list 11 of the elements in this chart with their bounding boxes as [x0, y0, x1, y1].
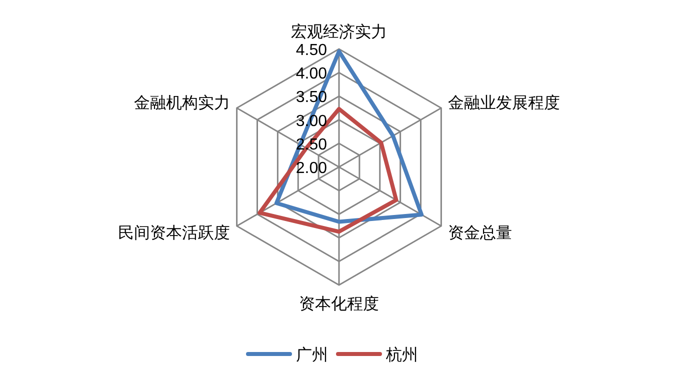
spoke-label: 金融机构实力 [134, 94, 230, 112]
legend-label: 广州 [296, 346, 328, 364]
spoke-label: 资金总量 [448, 224, 512, 242]
spoke-label: 民间资本活跃度 [118, 224, 230, 242]
y-tick-label: 4.50 [296, 42, 328, 59]
spoke-label: 资本化程度 [299, 295, 379, 313]
y-tick-label: 2.00 [296, 160, 328, 177]
y-tick-label: 4.00 [296, 66, 328, 83]
spoke-label: 宏观经济实力 [291, 23, 387, 41]
legend-label: 杭州 [385, 346, 418, 364]
spoke-label: 金融业发展程度 [448, 94, 560, 112]
